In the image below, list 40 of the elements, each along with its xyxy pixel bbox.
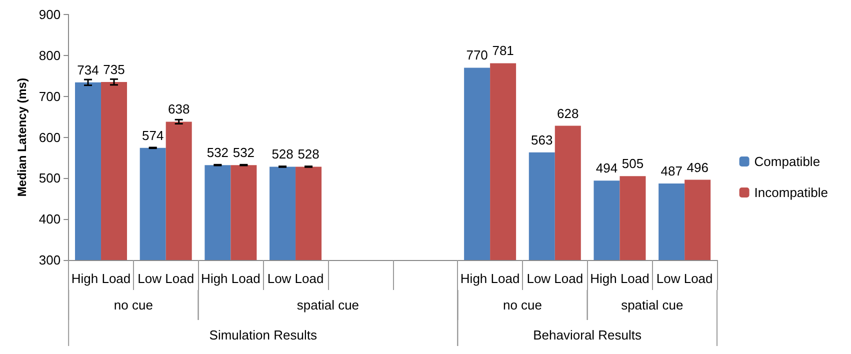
data-label: 770 <box>466 48 488 63</box>
x-tick-label: Low Load <box>138 271 194 286</box>
data-label: 487 <box>660 163 682 178</box>
data-label: 574 <box>142 128 164 143</box>
text: spatial cue <box>621 298 684 312</box>
y-tick-label: 600 <box>38 130 61 145</box>
y-tick-label: 700 <box>38 88 61 104</box>
y-axis-title: Median Latency (ms) <box>15 78 29 197</box>
x-tick-label: High Load <box>590 271 650 286</box>
text: no cue <box>502 298 542 312</box>
x-tick-label: High Load <box>460 271 520 286</box>
text: Behavioral Results <box>533 328 642 342</box>
legend-label: Incompatible <box>754 185 828 200</box>
x-tick-label: High Load <box>71 271 131 286</box>
x-tick-label: Low Load <box>656 271 713 286</box>
y-tick-label: 800 <box>38 48 61 63</box>
data-label: 638 <box>168 102 190 117</box>
data-label: 528 <box>272 146 294 162</box>
text: spatial cue <box>296 298 360 312</box>
data-label: 494 <box>596 160 618 176</box>
data-label: 563 <box>531 132 553 148</box>
legend-label: Compatible <box>754 154 820 169</box>
x-tick-label: High Load <box>201 271 260 286</box>
y-tick-label: 500 <box>38 170 61 186</box>
text: no cue <box>114 298 153 312</box>
data-label: 528 <box>298 146 320 162</box>
data-label: 532 <box>232 145 255 160</box>
data-label: 628 <box>557 106 579 121</box>
y-tick-label: 400 <box>38 212 61 227</box>
data-label: 496 <box>686 160 708 175</box>
x-tick-label: Low Load <box>267 271 324 286</box>
data-label: 735 <box>103 62 125 78</box>
data-label: 532 <box>206 145 229 160</box>
y-tick-label: 900 <box>38 7 61 22</box>
text: Simulation Results <box>209 328 318 342</box>
data-label: 505 <box>622 156 644 172</box>
y-tick-label: 300 <box>38 252 61 268</box>
data-label: 781 <box>492 43 514 58</box>
data-label: 734 <box>77 62 99 78</box>
x-tick-label: Low Load <box>526 271 584 286</box>
